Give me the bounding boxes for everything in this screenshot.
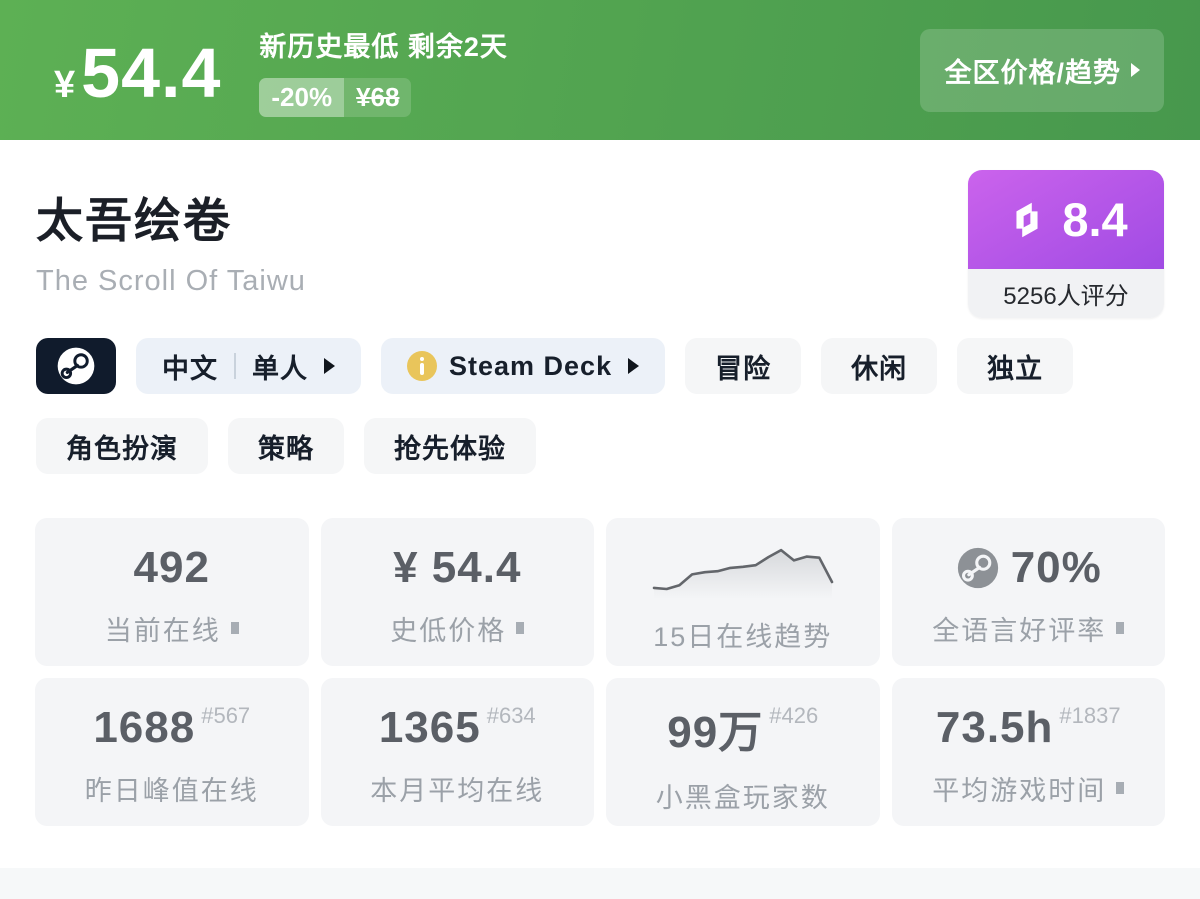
- chevron-right-icon: [1131, 63, 1140, 77]
- online-trend-chart: [650, 537, 836, 599]
- discount-badge: -20%: [259, 78, 345, 117]
- stat-rank: #426: [769, 702, 819, 728]
- original-price: ¥68: [344, 78, 412, 117]
- stat-label: 15日在线趋势: [653, 621, 833, 652]
- genre-tag-adventure[interactable]: 冒险: [685, 338, 802, 394]
- rating-count: 5256人评分: [968, 269, 1164, 318]
- stat-label: 史低价格: [390, 615, 507, 646]
- genre-tag-strategy[interactable]: 策略: [228, 418, 344, 474]
- stat-label: 当前在线: [104, 615, 221, 646]
- bottom-section-divider: [0, 868, 1200, 899]
- stat-label: 平均游戏时间: [932, 775, 1107, 806]
- stat-label: 小黑盒玩家数: [655, 782, 830, 813]
- price-header: ¥ 54.4 新历史最低 剩余2天 -20% ¥68 全区价格/趋势: [0, 0, 1200, 140]
- language-label: 中文: [162, 353, 218, 384]
- genre-tag-rpg[interactable]: 角色扮演: [36, 418, 208, 474]
- tag-divider: [234, 353, 236, 379]
- stat-rank: #567: [201, 702, 251, 728]
- stat-card-yesterday-peak[interactable]: 1688 #567 昨日峰值在线: [35, 678, 309, 826]
- stat-rank: #1837: [1059, 702, 1121, 728]
- stat-value: 1688: [93, 702, 196, 752]
- info-icon: [407, 351, 437, 381]
- stat-value: 73.5h: [935, 702, 1054, 752]
- heybox-logo-icon: [1004, 197, 1050, 243]
- all-region-price-trend-button[interactable]: 全区价格/趋势: [920, 28, 1164, 112]
- rating-score: 8.4: [1062, 193, 1128, 246]
- stat-label: 本月平均在线: [370, 775, 545, 806]
- chevron-right-icon: [1116, 782, 1125, 794]
- rating-badge[interactable]: 8.4 5256人评分: [968, 170, 1164, 318]
- price-value: 54.4: [81, 34, 222, 112]
- stat-card-current-online[interactable]: 492 当前在线: [35, 518, 309, 666]
- currency-symbol: ¥: [54, 64, 76, 106]
- chevron-right-icon: [628, 358, 640, 374]
- all-region-price-trend-label: 全区价格/趋势: [944, 57, 1121, 88]
- game-title: 太吾绘卷: [36, 194, 232, 247]
- genre-label: 休闲: [851, 353, 908, 384]
- stat-value: 1365: [378, 702, 481, 752]
- stat-value: 99万: [667, 707, 764, 757]
- genre-tag-indie[interactable]: 独立: [957, 338, 1074, 394]
- stat-value: 70%: [1010, 542, 1102, 592]
- genre-label: 抢先体验: [394, 433, 506, 464]
- stat-card-positive-rate[interactable]: 70% 全语言好评率: [891, 518, 1165, 666]
- steam-icon: [54, 344, 98, 388]
- rating-score-panel: 8.4: [968, 170, 1164, 269]
- stat-card-average-playtime[interactable]: 73.5h #1837 平均游戏时间: [891, 678, 1165, 826]
- stat-label: 全语言好评率: [932, 615, 1107, 646]
- stat-card-online-trend[interactable]: 15日在线趋势: [606, 518, 880, 666]
- chevron-right-icon: [1116, 622, 1125, 634]
- stat-rank: #634: [486, 702, 536, 728]
- genre-label: 独立: [987, 353, 1044, 384]
- stat-label: 昨日峰值在线: [84, 775, 259, 806]
- stat-card-heybox-players[interactable]: 99万 #426 小黑盒玩家数: [606, 678, 880, 826]
- chevron-right-icon: [230, 622, 239, 634]
- steam-icon: [955, 545, 1001, 591]
- game-subtitle: The Scroll Of Taiwu: [36, 265, 306, 297]
- steam-deck-label: Steam Deck: [449, 350, 613, 381]
- language-mode-tag[interactable]: 中文 单人: [136, 338, 361, 394]
- stat-card-month-average[interactable]: 1365 #634 本月平均在线: [320, 678, 594, 826]
- discount-group: -20% ¥68: [259, 78, 412, 117]
- chevron-right-icon: [516, 622, 525, 634]
- stat-card-lowest-price[interactable]: ¥ 54.4 史低价格: [320, 518, 594, 666]
- steam-platform-tag[interactable]: [36, 338, 116, 394]
- genre-tag-early-access[interactable]: 抢先体验: [364, 418, 536, 474]
- genre-label: 策略: [258, 433, 314, 464]
- genre-tag-casual[interactable]: 休闲: [821, 338, 938, 394]
- genre-label: 冒险: [715, 353, 772, 384]
- chevron-right-icon: [324, 358, 335, 374]
- stat-value: 492: [133, 542, 210, 592]
- stats-grid: 492 当前在线 ¥ 54.4 史低价格 15日在线趋势: [35, 518, 1165, 826]
- steam-deck-tag[interactable]: Steam Deck: [381, 338, 666, 394]
- promo-text: 新历史最低 剩余2天: [259, 32, 508, 62]
- genre-label: 角色扮演: [66, 433, 178, 464]
- current-price: ¥ 54.4: [54, 33, 221, 113]
- player-mode-label: 单人: [252, 353, 308, 384]
- stat-value: ¥ 54.4: [393, 542, 522, 592]
